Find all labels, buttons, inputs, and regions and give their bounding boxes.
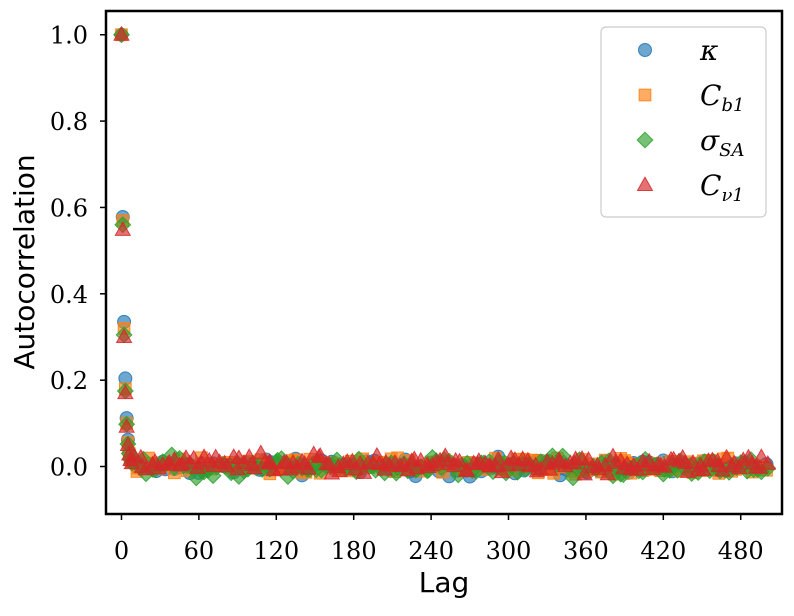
data-point	[311, 446, 329, 462]
data-point	[300, 459, 317, 475]
legend-marker	[636, 176, 654, 192]
data-point	[113, 25, 130, 41]
y-tick-label: 0.6	[50, 194, 88, 222]
legend-label: Cν1	[700, 169, 744, 206]
data-point	[489, 450, 507, 466]
data-point	[355, 464, 373, 479]
y-axis-ticks: 0.0 0.2 0.4 0.6 0.8 1.0	[50, 22, 106, 482]
x-tick-label: 480	[718, 537, 764, 565]
legend-label: Cb1	[700, 79, 744, 116]
data-point	[753, 448, 770, 464]
y-axis-label: Autocorrelation	[8, 154, 41, 369]
series-triangle	[113, 25, 777, 481]
y-tick-label: 0.8	[50, 108, 88, 136]
data-point	[718, 448, 735, 464]
data-point	[115, 328, 133, 344]
legend-label: σSA	[700, 124, 744, 161]
legend-marker	[638, 88, 652, 102]
data-points	[112, 25, 777, 487]
data-point	[694, 461, 712, 476]
x-tick-label: 60	[184, 537, 215, 565]
plot-frame	[104, 9, 784, 516]
data-point	[731, 459, 748, 475]
data-point	[218, 457, 236, 473]
data-point	[114, 221, 132, 236]
x-tick-label: 120	[253, 537, 299, 565]
y-tick-label: 0.0	[50, 454, 88, 482]
y-tick-label: 0.2	[50, 367, 88, 395]
data-point	[599, 465, 617, 481]
x-tick-label: 180	[331, 537, 377, 565]
x-axis-ticks: 0 60 120 180 240 300 360 420 480	[114, 514, 764, 565]
legend: κ Cb1 σSA Cν1	[600, 26, 767, 218]
data-point	[451, 452, 468, 468]
legend-marker	[638, 43, 652, 57]
data-point	[117, 384, 134, 400]
y-tick-label: 1.0	[50, 22, 88, 50]
x-axis-label: Lag	[419, 566, 470, 599]
x-tick-label: 0	[114, 537, 129, 565]
data-point	[759, 454, 777, 470]
legend-label: κ	[699, 34, 718, 67]
legend-box	[600, 26, 767, 218]
x-tick-label: 240	[408, 537, 454, 565]
x-tick-label: 360	[563, 537, 609, 565]
legend-marker	[636, 131, 654, 149]
x-tick-label: 420	[640, 537, 686, 565]
y-tick-label: 0.4	[50, 281, 88, 309]
data-point	[118, 417, 135, 433]
x-tick-label: 300	[486, 537, 532, 565]
data-point	[576, 465, 593, 481]
